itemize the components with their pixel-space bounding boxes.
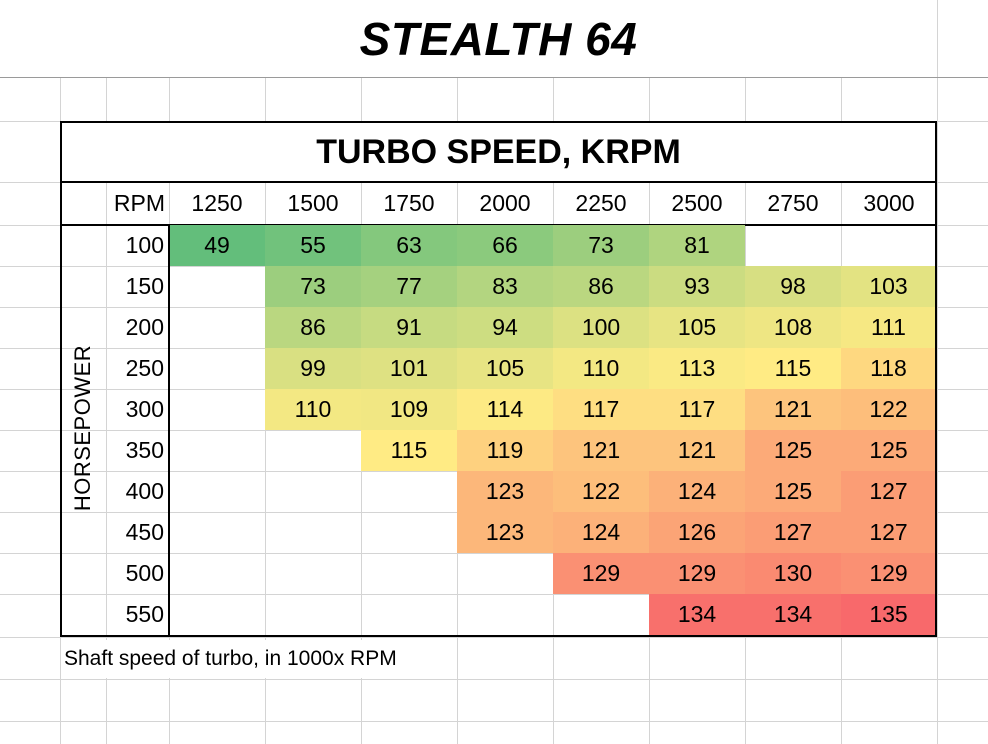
heatmap-cell: 63 <box>361 225 457 266</box>
heatmap-cell: 66 <box>457 225 553 266</box>
horsepower-axis-label: HORSEPOWER <box>70 344 95 512</box>
heatmap-cell: 123 <box>457 471 553 512</box>
heatmap-cell: 55 <box>265 225 361 266</box>
heatmap-cell: 73 <box>265 266 361 307</box>
column-header: 2750 <box>767 190 819 216</box>
column-header: 2000 <box>479 190 531 216</box>
heatmap-cell: 105 <box>457 348 553 389</box>
heatmap-cell: 134 <box>649 594 745 635</box>
heatmap-cell: 127 <box>745 512 841 553</box>
heatmap-cell: 129 <box>553 553 649 594</box>
row-label-divider <box>168 224 170 637</box>
heatmap-cell: 121 <box>649 430 745 471</box>
column-header: 1250 <box>191 190 243 216</box>
row-label: 300 <box>125 396 164 422</box>
heatmap-cell: 73 <box>553 225 649 266</box>
heatmap-cell: 125 <box>745 430 841 471</box>
heatmap-cell: 81 <box>649 225 745 266</box>
heatmap-cell: 100 <box>553 307 649 348</box>
heatmap-cell: 121 <box>553 430 649 471</box>
heatmap-cell: 125 <box>841 430 936 471</box>
row-label: 450 <box>125 519 164 545</box>
heatmap-cell: 126 <box>649 512 745 553</box>
heatmap-cell: 83 <box>457 266 553 307</box>
column-header: 1750 <box>383 190 435 216</box>
heatmap-cell: 117 <box>649 389 745 430</box>
heatmap-cell: 110 <box>265 389 361 430</box>
row-label: 500 <box>125 560 164 586</box>
heatmap-cell: 130 <box>745 553 841 594</box>
heatmap-cell: 93 <box>649 266 745 307</box>
row-label: 250 <box>125 355 164 381</box>
heatmap-cell: 77 <box>361 266 457 307</box>
gridline-horizontal <box>0 77 988 78</box>
row-label: 400 <box>125 478 164 504</box>
heatmap-cell: 118 <box>841 348 936 389</box>
heatmap-cell: 115 <box>745 348 841 389</box>
gridline-vertical <box>60 0 61 744</box>
gridline-horizontal <box>0 121 988 122</box>
column-header: 2500 <box>671 190 723 216</box>
gridline-vertical <box>937 0 938 744</box>
heatmap-cell: 134 <box>745 594 841 635</box>
heatmap-cell: 108 <box>745 307 841 348</box>
row-label: 200 <box>125 314 164 340</box>
heatmap-cell: 114 <box>457 389 553 430</box>
caption: Shaft speed of turbo, in 1000x RPM <box>64 640 401 678</box>
heatmap-cell: 110 <box>553 348 649 389</box>
heatmap-cell: 49 <box>169 225 265 266</box>
heatmap-cell: 122 <box>841 389 936 430</box>
heatmap-cell: 94 <box>457 307 553 348</box>
heatmap-cell: 121 <box>745 389 841 430</box>
heatmap-cell: 115 <box>361 430 457 471</box>
gridline-horizontal <box>0 594 988 595</box>
column-header: 3000 <box>863 190 915 216</box>
heatmap-cell: 86 <box>265 307 361 348</box>
gridline-horizontal <box>0 553 988 554</box>
table-heading: TURBO SPEED, KRPM <box>62 123 935 181</box>
heatmap-cell: 135 <box>841 594 936 635</box>
gridline-horizontal <box>0 637 988 638</box>
gridline-horizontal <box>0 679 988 680</box>
heatmap-cell: 127 <box>841 512 936 553</box>
heatmap-cell: 129 <box>649 553 745 594</box>
rpm-axis-label: RPM <box>113 190 165 216</box>
heatmap-cell: 125 <box>745 471 841 512</box>
page-title: STEALTH 64 <box>60 0 937 77</box>
row-label: 100 <box>125 232 164 258</box>
heatmap-cell: 111 <box>841 307 936 348</box>
heatmap-cell: 127 <box>841 471 936 512</box>
heatmap-cell: 103 <box>841 266 936 307</box>
row-label: 350 <box>125 437 164 463</box>
heatmap-cell: 101 <box>361 348 457 389</box>
heatmap-cell: 117 <box>553 389 649 430</box>
heatmap-cell: 98 <box>745 266 841 307</box>
row-label: 150 <box>125 273 164 299</box>
heatmap-cell: 123 <box>457 512 553 553</box>
gridline-horizontal <box>0 721 988 722</box>
heatmap-cell: 105 <box>649 307 745 348</box>
gridline-vertical <box>106 77 107 744</box>
heatmap-cell: 99 <box>265 348 361 389</box>
heatmap-cell: 119 <box>457 430 553 471</box>
heading-divider <box>60 181 937 183</box>
column-header: 2250 <box>575 190 627 216</box>
column-header: 1500 <box>287 190 339 216</box>
heatmap-cell: 124 <box>553 512 649 553</box>
heatmap-cell: 91 <box>361 307 457 348</box>
heatmap-cell: 124 <box>649 471 745 512</box>
row-label: 550 <box>125 601 164 627</box>
heatmap-cell: 86 <box>553 266 649 307</box>
heatmap-cell: 109 <box>361 389 457 430</box>
heatmap-cell: 113 <box>649 348 745 389</box>
heatmap-cell: 129 <box>841 553 936 594</box>
heatmap-cell: 122 <box>553 471 649 512</box>
